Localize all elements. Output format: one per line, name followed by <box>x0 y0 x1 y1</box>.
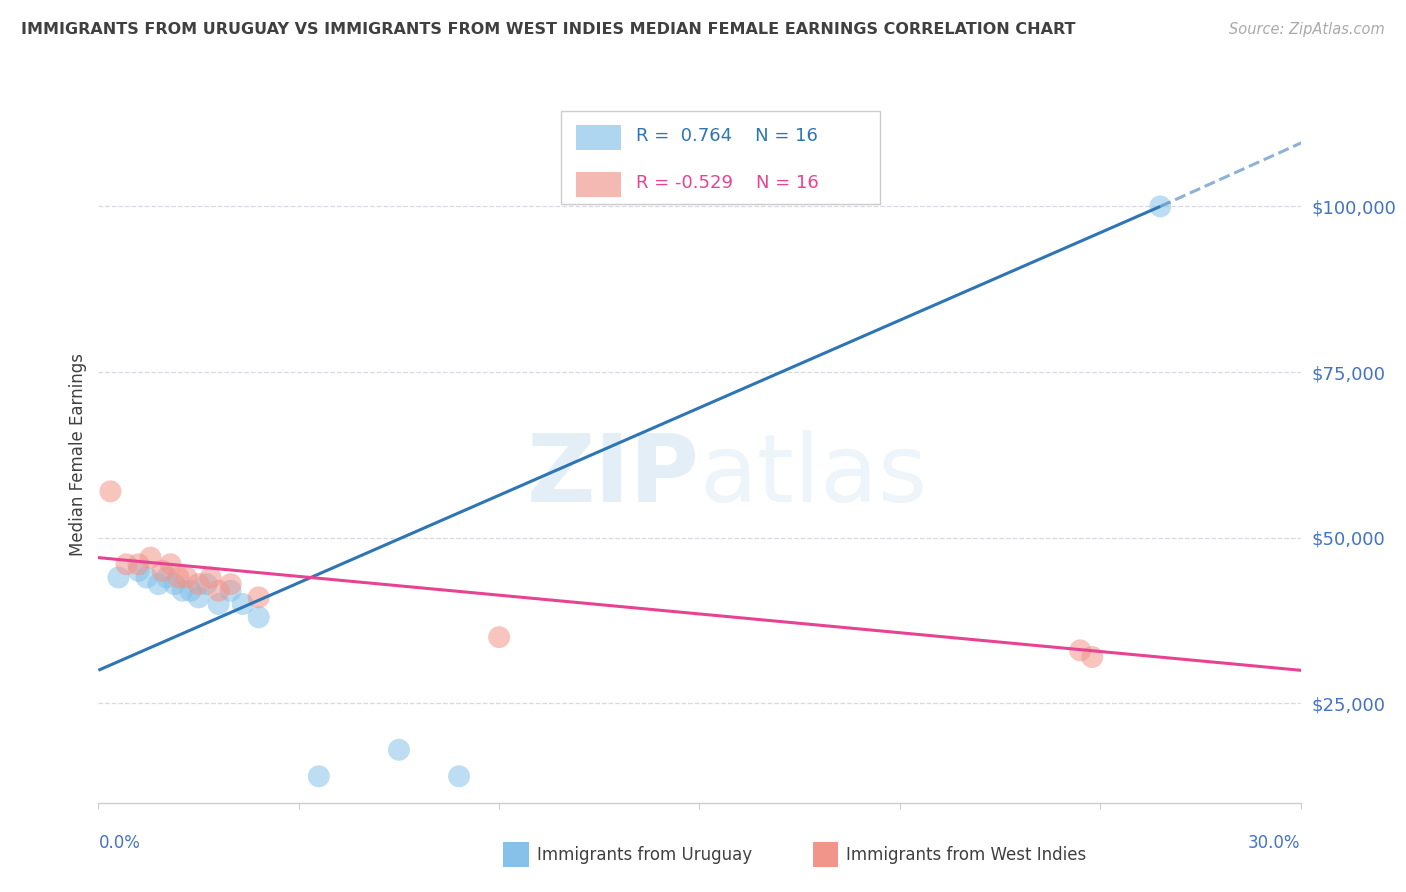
Point <box>167 570 190 584</box>
Point <box>176 570 198 584</box>
Point <box>100 484 122 499</box>
Point <box>115 558 138 572</box>
Point <box>247 610 270 624</box>
Point <box>159 558 181 572</box>
Point <box>128 558 150 572</box>
Point <box>135 570 157 584</box>
Bar <box>575 171 621 197</box>
Point <box>148 577 170 591</box>
Point <box>187 591 209 605</box>
Point <box>152 564 174 578</box>
Point <box>1149 199 1171 213</box>
Bar <box>575 125 621 151</box>
Point <box>107 570 129 584</box>
Point <box>447 769 470 783</box>
Point <box>155 570 177 584</box>
Point <box>200 570 222 584</box>
Point <box>163 577 186 591</box>
Point <box>219 583 242 598</box>
Point <box>388 743 411 757</box>
Point <box>208 583 231 598</box>
Text: R = -0.529    N = 16: R = -0.529 N = 16 <box>636 174 818 193</box>
Text: IMMIGRANTS FROM URUGUAY VS IMMIGRANTS FROM WEST INDIES MEDIAN FEMALE EARNINGS CO: IMMIGRANTS FROM URUGUAY VS IMMIGRANTS FR… <box>21 22 1076 37</box>
Point <box>128 564 150 578</box>
Point <box>247 591 270 605</box>
Point <box>232 597 254 611</box>
Point <box>208 597 231 611</box>
Text: 0.0%: 0.0% <box>98 834 141 852</box>
Point <box>187 577 209 591</box>
Point <box>180 583 202 598</box>
Point <box>1081 650 1104 665</box>
Point <box>219 577 242 591</box>
FancyBboxPatch shape <box>561 111 880 204</box>
Text: Source: ZipAtlas.com: Source: ZipAtlas.com <box>1229 22 1385 37</box>
Point <box>488 630 510 644</box>
Point <box>308 769 330 783</box>
Point <box>172 583 194 598</box>
Point <box>1069 643 1091 657</box>
Y-axis label: Median Female Earnings: Median Female Earnings <box>69 353 87 557</box>
Text: 30.0%: 30.0% <box>1249 834 1301 852</box>
Point <box>139 550 162 565</box>
Text: Immigrants from West Indies: Immigrants from West Indies <box>846 846 1087 863</box>
Text: R =  0.764    N = 16: R = 0.764 N = 16 <box>636 128 818 145</box>
Point <box>195 577 218 591</box>
Text: atlas: atlas <box>699 430 928 522</box>
Text: ZIP: ZIP <box>527 430 699 522</box>
Text: Immigrants from Uruguay: Immigrants from Uruguay <box>537 846 752 863</box>
